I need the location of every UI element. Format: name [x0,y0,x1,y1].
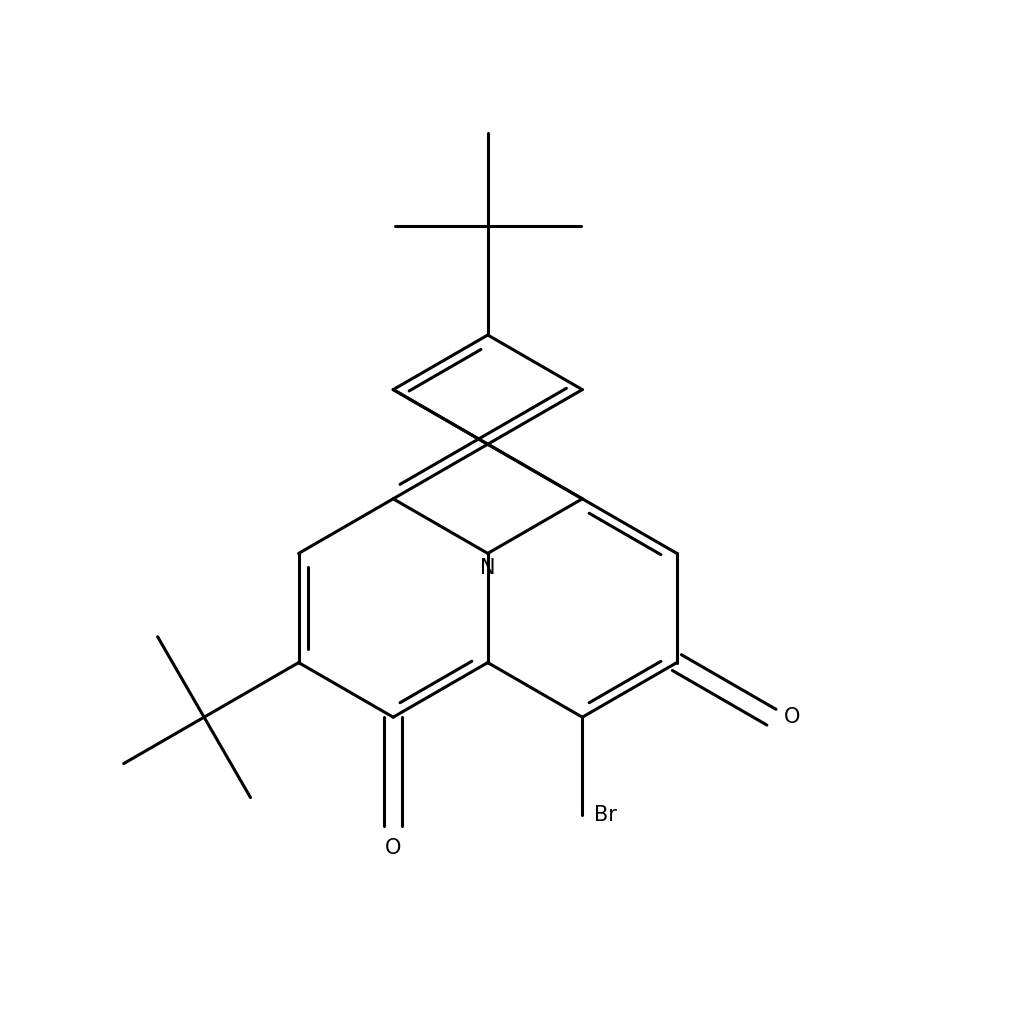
Text: O: O [783,707,799,727]
Text: O: O [384,839,401,858]
Text: N: N [480,558,495,578]
Text: Br: Br [594,805,616,825]
